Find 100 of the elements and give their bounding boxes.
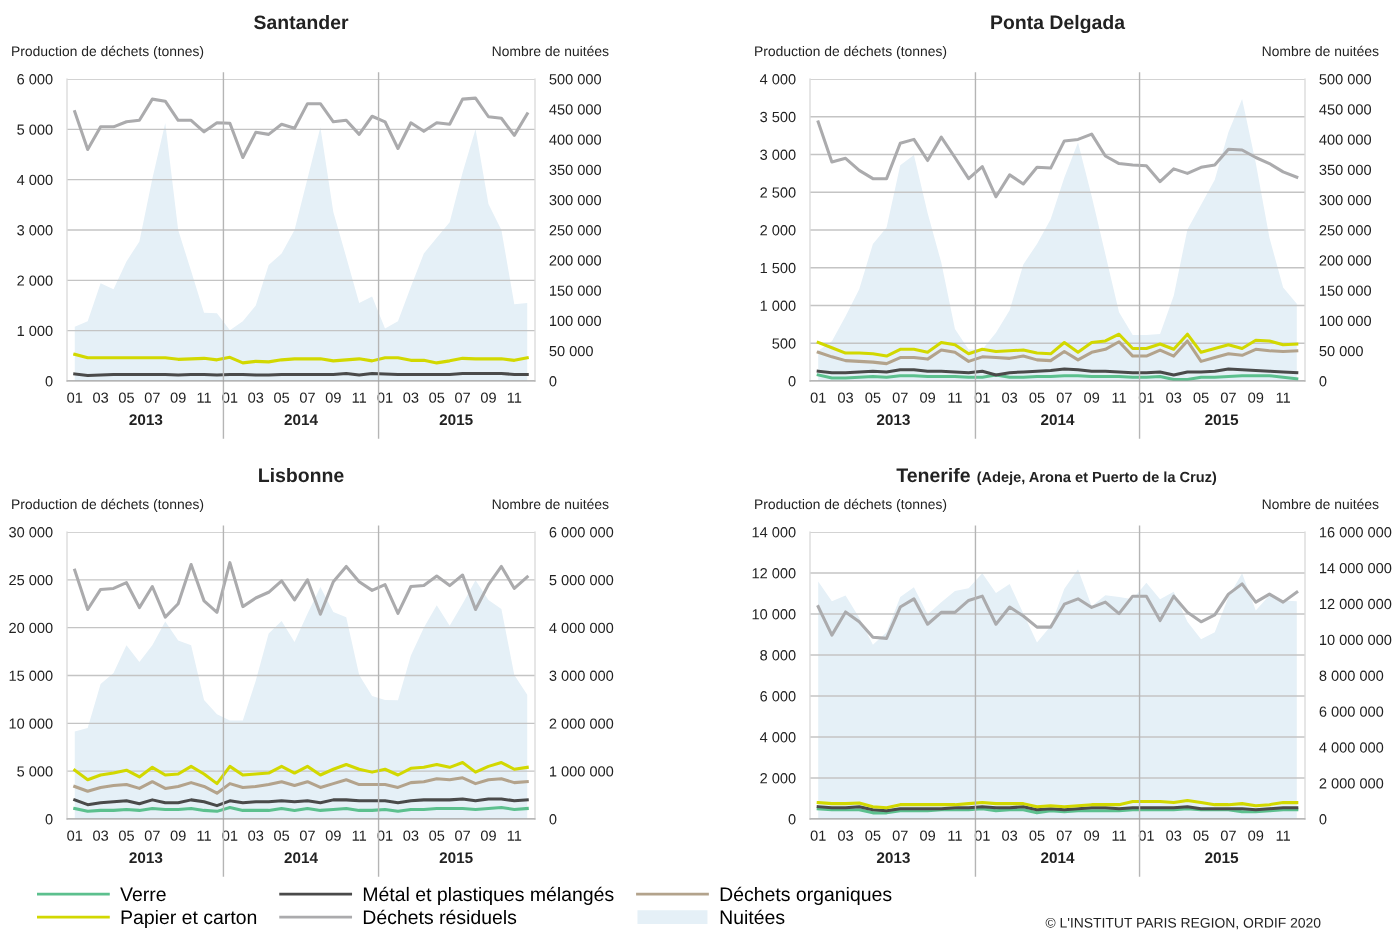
x-tick-label: 03	[1002, 392, 1018, 403]
y-tick-label: 2 000	[760, 225, 796, 236]
text: 2013	[876, 414, 910, 426]
y2-tick-label: 4 000 000	[549, 622, 614, 634]
y-tick-label: 6 000	[760, 691, 796, 702]
x-tick-label: 07	[299, 830, 315, 841]
text: 2014	[1041, 414, 1075, 426]
y-tick-label: 10 000	[752, 609, 796, 620]
x-tick-label: 07	[455, 830, 470, 841]
x-tick-label: 07	[892, 392, 908, 403]
line-series	[816, 339, 1299, 366]
line-series	[73, 797, 529, 808]
x-tick-label: 03	[403, 830, 419, 841]
y2-tick-label: 12 000 000	[1320, 598, 1392, 610]
x-tick-label: 07	[1220, 830, 1236, 841]
y-tick-label: 2 000	[760, 773, 796, 784]
x-tick-label: 05	[118, 830, 134, 841]
y-tick-label: 10 000	[9, 718, 53, 729]
y-tick-label: 3 000	[760, 149, 796, 160]
y-axis-title: Production de déchets (tonnes)	[12, 498, 204, 512]
x-tick-label: 09	[1248, 830, 1264, 841]
x-tick-label: 11	[507, 392, 522, 403]
y2-tick-label: 0	[1319, 814, 1327, 825]
y2-tick-label: 450 000	[549, 104, 602, 115]
y2-tick-label: 3 000 000	[549, 670, 614, 681]
y-axis-title: Production de déchets (tonnes)	[12, 45, 204, 59]
text: 2014	[284, 414, 318, 426]
y2-tick-label: 14 000 000	[1320, 562, 1392, 574]
x-tick-label: 07	[144, 392, 160, 403]
x-tick-label: 01	[810, 830, 826, 841]
y2-tick-label: 6 000 000	[549, 527, 614, 538]
y2-tick-label: 450 000	[1319, 104, 1372, 115]
y2-tick-label: 2 000 000	[549, 718, 614, 729]
y2-tick-label: 50 000	[549, 345, 593, 357]
x-tick-label: 03	[1166, 392, 1182, 403]
y-axis-title: Production de déchets (tonnes)	[755, 498, 947, 512]
x-tick-label: 09	[170, 830, 186, 841]
y-tick-label: 0	[788, 814, 796, 825]
x-tick-label: 03	[1002, 830, 1018, 841]
y2-tick-label: 350 000	[549, 164, 602, 176]
chart-title: Ponta Delgada	[991, 14, 1126, 34]
legend-label: Déchets résiduels	[363, 909, 517, 925]
y-tick-label: 0	[788, 376, 796, 387]
y2-tick-label: 400 000	[549, 134, 602, 145]
y-tick-label: 3 000	[17, 225, 53, 236]
x-tick-label: 09	[1248, 392, 1264, 403]
legend-label: Nuitées	[720, 909, 785, 925]
y2-tick-label: 150 000	[1320, 285, 1372, 296]
x-tick-label: 11	[1112, 830, 1126, 841]
y-tick-label: 500	[772, 338, 796, 349]
x-tick-label: 09	[920, 392, 936, 403]
y2-tick-label: 8 000 000	[1319, 670, 1384, 681]
x-tick-label: 01	[810, 392, 826, 403]
legend-label: Verre	[120, 887, 166, 902]
x-tick-label: 11	[1276, 392, 1290, 403]
x-tick-label: 09	[325, 830, 341, 841]
x-tick-label: 07	[1056, 392, 1072, 403]
y2-axis-title: Nombre de nuitées	[492, 498, 609, 510]
y-tick-label: 5 000	[17, 766, 53, 777]
x-tick-label: 05	[429, 830, 445, 841]
y2-tick-label: 400 000	[1319, 134, 1372, 145]
y-tick-label: 6 000	[17, 74, 53, 85]
x-tick-label: 05	[274, 830, 290, 841]
y2-tick-label: 0	[549, 814, 557, 825]
x-tick-label: 11	[352, 830, 367, 841]
x-tick-label: 01	[67, 392, 83, 403]
x-tick-label: 01	[67, 830, 83, 841]
y-tick-label: 12 000	[752, 568, 796, 579]
x-tick-label: 03	[248, 830, 264, 841]
x-tick-label: 11	[197, 392, 211, 403]
y-tick-label: 3 500	[760, 111, 796, 123]
x-tick-label: 05	[865, 830, 881, 841]
legend-label: Papier et carton	[121, 909, 257, 928]
y2-tick-label: 1 000 000	[550, 766, 614, 777]
y2-tick-label: 250 000	[549, 225, 602, 236]
y-tick-label: 30 000	[9, 527, 53, 538]
y-tick-label: 4 000	[16, 174, 53, 186]
x-tick-label: 11	[352, 392, 367, 403]
y2-tick-label: 16 000 000	[1320, 527, 1392, 538]
x-tick-label: 05	[274, 392, 290, 403]
legend-label: Métal et plastiques mélangés	[363, 886, 614, 906]
line-series	[73, 776, 529, 795]
y2-tick-label: 2 000 000	[1319, 778, 1384, 789]
y2-axis-title: Nombre de nuitées	[1262, 498, 1379, 510]
x-tick-label: 03	[248, 392, 264, 403]
line-series	[73, 352, 529, 365]
y-tick-label: 2 000	[17, 275, 53, 286]
x-tick-label: 05	[1029, 830, 1045, 841]
y-tick-label: 0	[45, 376, 53, 387]
x-tick-label: 09	[170, 392, 186, 403]
chart-title: Tenerife	[896, 467, 970, 483]
x-tick-label: 03	[838, 830, 854, 841]
x-tick-label: 11	[507, 830, 522, 841]
y2-tick-label: 350 000	[1319, 164, 1372, 176]
line-series	[73, 761, 529, 786]
x-tick-label: 07	[299, 392, 315, 403]
y2-tick-label: 100 000	[550, 315, 602, 327]
y2-tick-label: 500 000	[549, 74, 602, 85]
y2-tick-label: 0	[549, 376, 557, 387]
text: 2013	[129, 852, 163, 864]
